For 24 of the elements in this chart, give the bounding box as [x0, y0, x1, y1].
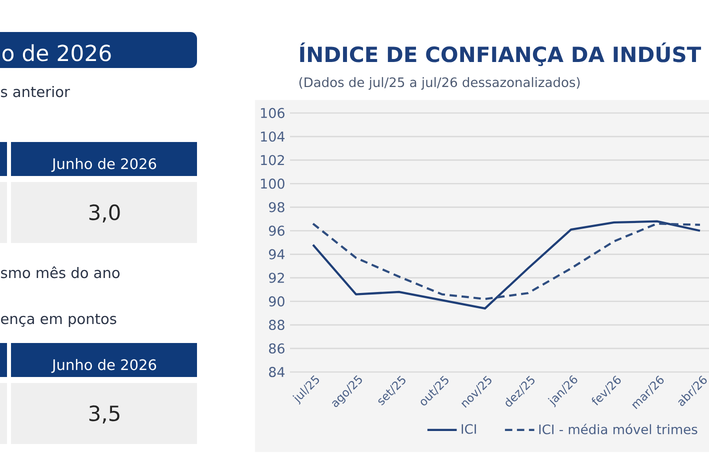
y-tick-label: 100	[261, 178, 284, 189]
text: ença em pontos	[1, 314, 116, 328]
text: Junho de 2026	[51, 358, 156, 373]
y-tick-label: 94	[268, 249, 285, 260]
text: o de 2026	[2, 44, 111, 62]
y-tick-label: 102	[261, 154, 284, 166]
legend-label: ICI - média móvel trimes	[539, 424, 698, 434]
legend-label: ICI	[462, 424, 476, 434]
y-tick-label: 90	[268, 296, 284, 306]
text: 3,5	[89, 405, 120, 424]
y-tick-label: 86	[269, 343, 284, 354]
y-tick-label: 104	[261, 131, 285, 142]
text: smo mês do ano	[1, 266, 120, 278]
y-tick-label: 106	[261, 108, 284, 118]
text: 3,0	[89, 204, 120, 222]
y-tick-label: 98	[268, 202, 284, 212]
y-tick-label: 92	[268, 272, 284, 283]
text: Junho de 2026	[51, 158, 156, 172]
chart-subtitle: (Dados de jul/25 a jul/26 dessazonalizados)	[299, 77, 580, 90]
y-tick-label: 84	[269, 366, 285, 378]
y-tick-label: 88	[269, 320, 284, 330]
chart-title: ÍNDICE DE CONFIANÇA DA INDÚST	[300, 42, 702, 66]
y-tick-label: 96	[268, 226, 284, 236]
text: s anterior	[1, 86, 70, 98]
